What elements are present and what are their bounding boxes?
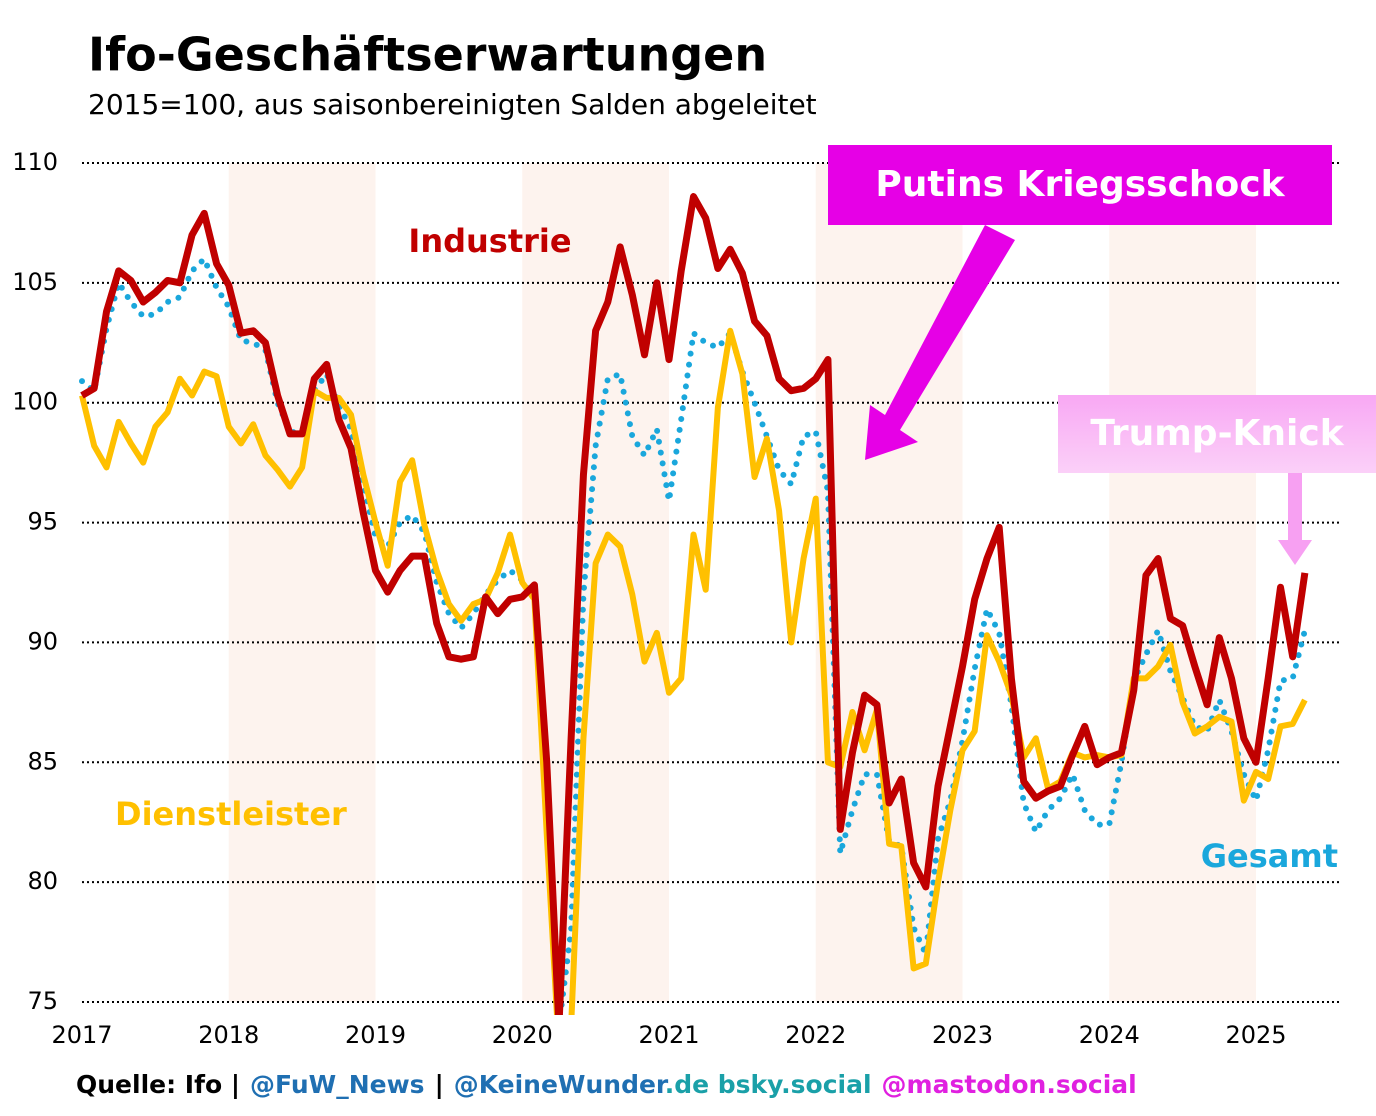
annotation-box [828, 145, 1332, 225]
source-part: Quelle: Ifo | [76, 1070, 240, 1099]
annotation-arrow [1278, 473, 1312, 565]
annotation: Trump-Knick [1090, 413, 1344, 454]
y-tick-label: 75 [27, 987, 58, 1015]
x-tick-label: 2018 [198, 1021, 259, 1049]
chart-subtitle: 2015=100, aus saisonbereinigten Salden a… [88, 88, 817, 121]
x-tick-label: 2017 [51, 1021, 112, 1049]
legend-label: Gesamt [1201, 837, 1338, 875]
x-tick-label: 2023 [932, 1021, 993, 1049]
annotation-arrow [865, 225, 1015, 460]
source-part: @mastodon.social [881, 1070, 1137, 1099]
x-tick-label: 2024 [1079, 1021, 1140, 1049]
annotation-box [1058, 395, 1376, 473]
year-band [228, 163, 376, 1002]
y-tick-label: 85 [27, 747, 58, 775]
x-tick-label: 2022 [785, 1021, 846, 1049]
y-tick-label: 105 [12, 268, 58, 296]
x-tick-label: 2025 [1225, 1021, 1286, 1049]
source-part: @KeineWunder [453, 1070, 665, 1099]
year-band [1109, 163, 1256, 1002]
series-line [80, 193, 1309, 1015]
y-tick-label: 90 [27, 627, 58, 655]
x-tick-label: 2019 [345, 1021, 406, 1049]
x-tick-label: 2020 [492, 1021, 553, 1049]
source-part: | [434, 1070, 444, 1099]
y-tick-label: 80 [27, 867, 58, 895]
source-part: .de bsky.social [664, 1070, 872, 1099]
legend-label: Industrie [408, 222, 571, 260]
legend-label: Dienstleister [115, 795, 347, 833]
y-tick-label: 95 [27, 508, 58, 536]
source-part: @FuW_News [250, 1070, 425, 1099]
y-tick-label: 110 [12, 148, 58, 176]
series-line [79, 327, 1308, 1015]
source: Quelle: Ifo | @FuW_News | @KeineWunder.de b… [76, 1070, 1147, 1099]
chart-title: Ifo-Geschäftserwartungen [88, 28, 767, 82]
x-tick-label: 2021 [638, 1021, 699, 1049]
annotation: Putins Kriegsschock [875, 164, 1285, 205]
y-tick-label: 100 [12, 388, 58, 416]
